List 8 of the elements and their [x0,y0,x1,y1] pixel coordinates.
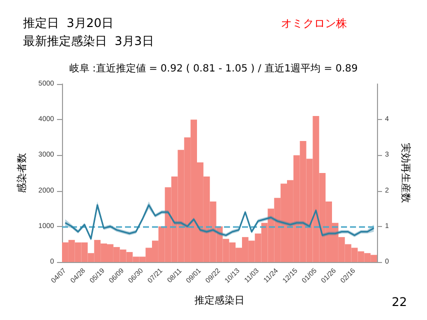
x-axis-title: 推定感染日 [194,294,244,306]
y-axis-title: 感染者数 [16,153,28,193]
chart-subtitle: 最新推定感染日 3月3日 [23,34,154,48]
text: 岐阜 :直近推定値 = 0.92 ( 0.81 - 1.05 ) / 直近1週平均 = 0.89 [69,62,358,74]
text: 22 [392,295,408,309]
text: オミクロン株 [281,17,347,30]
y2-axis-title: 実効再生産数 [399,143,412,203]
chart-title: 推定日 3月20日 [23,16,114,30]
